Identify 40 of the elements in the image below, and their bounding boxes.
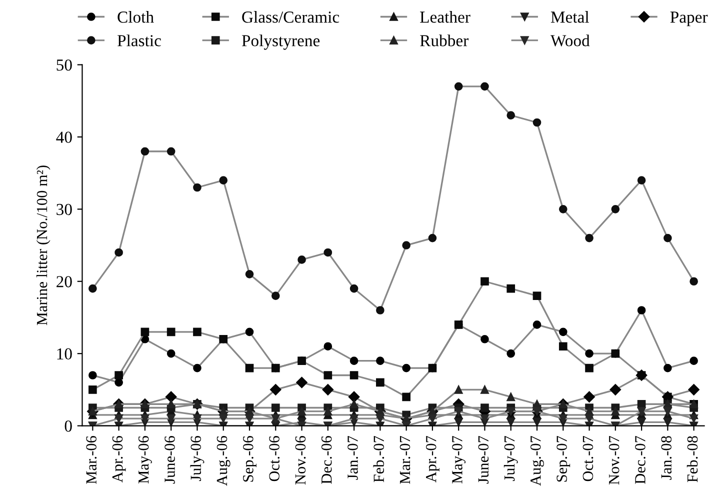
x-tick-label: Oct.-06 — [269, 436, 280, 482]
x-tick-label: Sep.-07 — [556, 436, 570, 482]
legend-label: Plastic — [117, 34, 161, 46]
y-tick-label: 10 — [57, 348, 72, 360]
x-tick-label: Jan.-08 — [661, 436, 672, 480]
x-tick-label: Sep.-06 — [243, 436, 256, 482]
x-tick-label: Jan.-07 — [348, 436, 358, 480]
x-tick-label: June-07 — [478, 436, 489, 484]
y-tick-label: 20 — [56, 276, 72, 288]
x-tick-label: Mar.-06 — [86, 436, 97, 484]
x-tick-label: Mar.-07 — [400, 436, 410, 484]
legend-label: Polystyrene — [242, 34, 320, 50]
x-tick-label: Feb.-08 — [686, 436, 698, 482]
x-tick-label: July-06 — [190, 436, 204, 482]
x-tick-label: June-06 — [164, 436, 175, 484]
y-tick-label: 30 — [56, 204, 72, 216]
x-tick-label: Dec.-07 — [635, 436, 646, 484]
legend-label: Leather — [420, 11, 470, 23]
y-tick-label: 0 — [64, 420, 72, 432]
x-tick-label: Nov.-07 — [608, 436, 620, 485]
x-tick-label: Apr.-07 — [426, 436, 440, 482]
legend-label: Glass/Ceramic — [242, 11, 340, 23]
x-tick-label: July-07 — [504, 436, 518, 482]
y-tick-label: 50 — [56, 59, 72, 71]
legend-label: Cloth — [118, 11, 154, 23]
x-tick-label: Aug.-07 — [530, 436, 544, 486]
legend-label: Wood — [550, 34, 590, 46]
x-tick-label: May-06 — [138, 436, 152, 484]
x-tick-label: Oct.-07 — [582, 436, 594, 482]
x-tick-label: Feb.-07 — [373, 436, 384, 482]
x-tick-label: May-07 — [452, 436, 466, 484]
legend-label: Paper — [670, 12, 708, 26]
x-tick-label: Dec.-06 — [321, 436, 332, 484]
legend-label: Rubber — [420, 34, 468, 46]
y-axis-title: Marine litter (No./100 m²) — [36, 166, 50, 326]
x-tick-label: Nov.-06 — [295, 436, 306, 485]
legend-label: Metal — [550, 11, 590, 23]
x-tick-label: Aug.-06 — [216, 436, 230, 486]
y-tick-label: 40 — [56, 132, 72, 143]
x-tick-label: Apr.-06 — [112, 436, 126, 482]
